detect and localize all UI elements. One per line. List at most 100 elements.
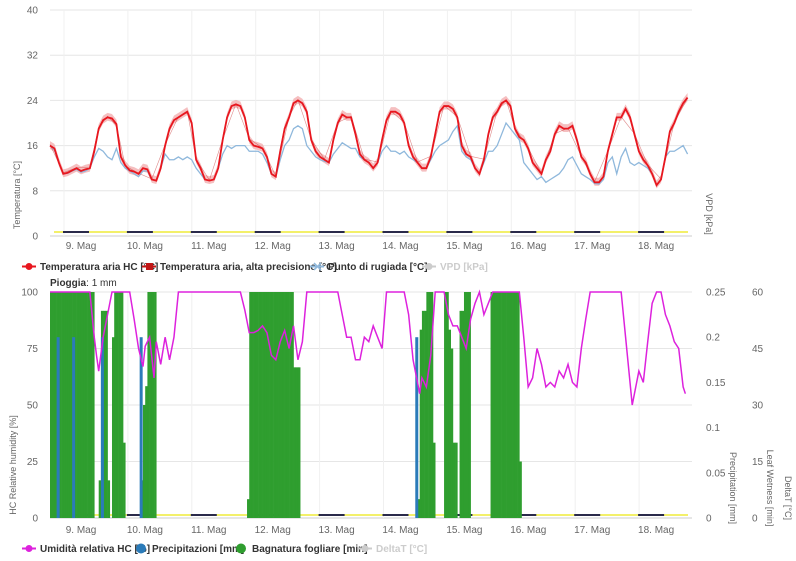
leaf-wetness-bar bbox=[247, 499, 250, 518]
tooltip-label: Pioggia bbox=[50, 278, 87, 289]
x-tick-label: 12. Mag bbox=[255, 525, 291, 536]
x-tick-label: 15. Mag bbox=[446, 525, 482, 536]
humidity-chart: 0 25 50 75 100 0 0.05 0.1 0.15 0.2 0.25 0 15 30 45 60 9… bbox=[8, 278, 793, 536]
x-tick-label: 17. Mag bbox=[574, 241, 610, 252]
leaf-wetness-bar bbox=[466, 292, 469, 518]
legend-item: VPD [kPa] bbox=[422, 262, 488, 273]
axis-title: HC Relative humidity [%] bbox=[8, 415, 18, 515]
x-tick-label: 9. Mag bbox=[66, 241, 97, 252]
leaf-wetness-bar bbox=[80, 292, 84, 518]
x-tick-label: 11. Mag bbox=[191, 525, 226, 536]
legend-marker bbox=[136, 543, 146, 554]
leaf-wetness-bar bbox=[506, 292, 509, 518]
leaf-wetness-bar bbox=[459, 310, 463, 518]
leaf-wetness-bar bbox=[275, 292, 279, 518]
leaf-wetness-bar bbox=[503, 292, 507, 518]
precipitation-tick-label: 0.25 bbox=[706, 288, 726, 299]
x-tick-label: 16. Mag bbox=[510, 525, 546, 536]
leaf-wetness-bar bbox=[455, 442, 458, 518]
y-tick-label: 0 bbox=[32, 232, 38, 243]
leaf-wetness-bar bbox=[463, 292, 467, 518]
leaf-wetness-bar bbox=[92, 292, 95, 518]
legend-item: Temperatura aria HC [°C] bbox=[22, 262, 158, 273]
legend-item: Bagnatura fogliare [min] bbox=[236, 543, 368, 555]
leaf-wetness-bar bbox=[111, 337, 115, 518]
leaf-wetness-bar bbox=[262, 292, 266, 518]
legend-marker bbox=[25, 263, 33, 270]
leaf-wetness-bar bbox=[120, 292, 124, 518]
temperature-chart: 0 8 16 24 32 40 9. Mag 10. Mag 11. Mag 12. Mag 13… bbox=[12, 6, 714, 253]
precipitation-tick-label: 0.2 bbox=[706, 333, 720, 344]
leaf-wetness-bar bbox=[295, 367, 299, 518]
x-tick-label: 18. Mag bbox=[638, 525, 674, 536]
leaf-wetness-bar bbox=[253, 292, 257, 518]
leaf-wetness-bar bbox=[499, 292, 502, 518]
leaf-wetness-bar bbox=[271, 292, 274, 518]
leaf-wetness-bar bbox=[58, 292, 62, 518]
precipitation-bar bbox=[72, 337, 76, 518]
legend-label: Temperatura aria HC [°C] bbox=[40, 262, 158, 273]
temperature-legend: Temperatura aria HC [°C] Temperatura aria… bbox=[22, 262, 488, 273]
y-tick-label: 32 bbox=[27, 51, 39, 62]
legend-marker bbox=[146, 263, 153, 270]
precipitation-bar bbox=[100, 337, 104, 518]
leaf-wetness-bar bbox=[432, 442, 436, 518]
leaf-wetness-tick-label: 30 bbox=[752, 401, 764, 412]
leaf-wetness-bar bbox=[98, 480, 102, 518]
leaf-wetness-bar bbox=[519, 461, 522, 518]
leaf-wetness-bar bbox=[424, 310, 427, 518]
legend-item: Temperatura aria, alta precisione [°C] bbox=[142, 262, 337, 273]
leaf-wetness-bar bbox=[116, 292, 119, 518]
leaf-wetness-bar bbox=[151, 292, 155, 518]
leaf-wetness-bar bbox=[421, 310, 425, 518]
precipitation-tick-label: 0 bbox=[706, 514, 712, 525]
leaf-wetness-bar bbox=[74, 292, 77, 518]
leaf-wetness-bar bbox=[123, 442, 126, 518]
x-tick-label: 17. Mag bbox=[574, 525, 610, 536]
x-tick-label: 15. Mag bbox=[446, 241, 482, 252]
leaf-wetness-bar bbox=[417, 499, 421, 518]
rh-tick-label: 25 bbox=[27, 457, 39, 468]
relative-humidity-line bbox=[50, 289, 687, 406]
leaf-wetness-bar bbox=[490, 292, 494, 518]
legend-marker bbox=[236, 543, 246, 554]
temperature-band bbox=[50, 93, 688, 189]
leaf-wetness-bar bbox=[266, 292, 270, 518]
leaf-wetness-bar bbox=[280, 292, 283, 518]
leaf-wetness-bar bbox=[114, 292, 117, 518]
humidity-y-ticks: 0 25 50 75 100 0 0.05 0.1 0.15 0.2 0.25 0 15 30 45 60 bbox=[21, 288, 763, 525]
leaf-wetness-bar bbox=[255, 292, 259, 518]
leaf-wetness-bar bbox=[492, 292, 496, 518]
leaf-wetness-tick-label: 15 bbox=[752, 457, 764, 468]
rh-tick-label: 0 bbox=[32, 514, 38, 525]
leaf-wetness-bar bbox=[147, 292, 150, 518]
x-tick-label: 10. Mag bbox=[127, 525, 163, 536]
y-tick-label: 16 bbox=[27, 141, 39, 152]
leaf-wetness-bar bbox=[297, 367, 301, 518]
leaf-wetness-bar bbox=[428, 292, 432, 518]
leaf-wetness-tick-label: 45 bbox=[752, 344, 764, 355]
leaf-wetness-bar bbox=[258, 292, 261, 518]
leaf-wetness-bar bbox=[118, 292, 122, 518]
precipitation-tick-label: 0.05 bbox=[706, 468, 726, 479]
legend-item: Precipitazioni [mm] bbox=[136, 543, 244, 555]
y-tick-label: 40 bbox=[27, 6, 39, 17]
precipitation-tick-label: 0.15 bbox=[706, 378, 726, 389]
leaf-wetness-bar bbox=[76, 292, 80, 518]
legend-label: Temperatura aria, alta precisione [°C] bbox=[160, 262, 337, 273]
x-tick-label: 13. Mag bbox=[319, 241, 355, 252]
legend-item: DeltaT [°C] bbox=[358, 544, 427, 555]
axis-title: Leaf Wetness [min] bbox=[765, 450, 775, 527]
leaf-wetness-tick-label: 60 bbox=[752, 288, 764, 299]
leaf-wetness-bar bbox=[260, 292, 263, 518]
y-tick-label: 8 bbox=[32, 186, 38, 197]
x-tick-label: 16. Mag bbox=[510, 241, 546, 252]
leaf-wetness-bar bbox=[50, 292, 53, 518]
legend-marker bbox=[425, 263, 433, 270]
leaf-wetness-bar bbox=[67, 292, 71, 518]
tooltip-value: 1 mm bbox=[92, 278, 117, 289]
axis-title: DeltaT [°C] bbox=[783, 476, 793, 520]
leaf-wetness-bar bbox=[448, 329, 451, 518]
leaf-wetness-bar bbox=[273, 292, 277, 518]
